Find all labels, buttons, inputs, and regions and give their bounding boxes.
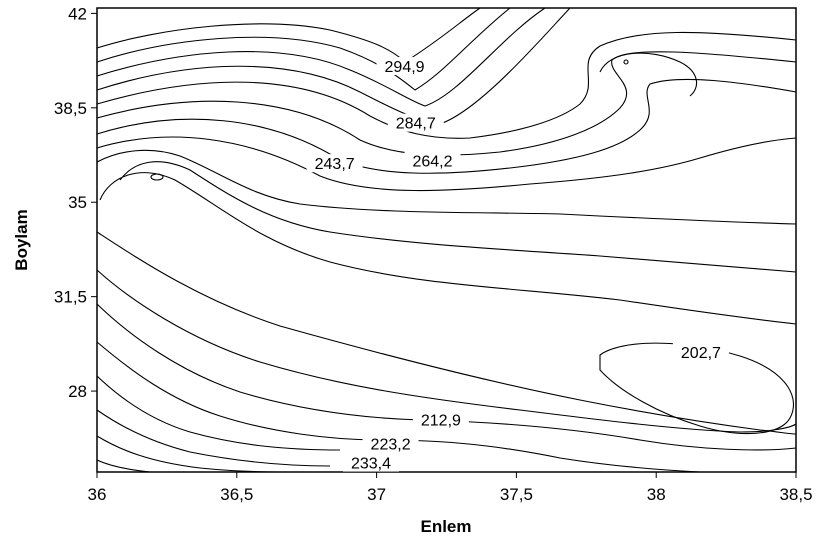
contour-label: 223,2 [371, 437, 411, 454]
contour-label: 233,4 [351, 456, 391, 473]
contour-label: 264,2 [412, 153, 452, 170]
contour-line [96, 375, 341, 451]
contour-label-bg [376, 57, 433, 76]
contour-loop [623, 59, 629, 65]
contour-label-bg [362, 434, 419, 453]
y-tick-label: 38,5 [54, 99, 87, 118]
contour-line [96, 409, 331, 467]
contour-label-bg [387, 113, 444, 132]
x-axis-title: Enlem [420, 517, 471, 536]
contour-label: 212,9 [421, 412, 461, 429]
contour-label: 284,7 [396, 116, 436, 133]
contour-line [96, 149, 797, 225]
contour-line [96, 31, 797, 139]
contour-line [96, 231, 797, 435]
x-tick-label: 38 [647, 485, 666, 504]
contour-line [96, 269, 797, 433]
contour-label-bg [343, 453, 400, 472]
contour-line [96, 435, 281, 473]
contour-label-bg [306, 154, 363, 173]
contour-line [96, 7, 546, 107]
contour-line [96, 78, 797, 174]
contour-label: 243,7 [315, 156, 355, 173]
y-tick-label: 28 [68, 382, 87, 401]
x-tick-label: 38,5 [779, 485, 812, 504]
contour-label: 202,7 [681, 345, 721, 362]
contour-label-bg [404, 151, 461, 170]
y-tick-label: 42 [68, 4, 87, 23]
contour-label: 294,9 [385, 59, 425, 76]
contour-line [96, 7, 481, 63]
x-tick-label: 36,5 [220, 485, 253, 504]
contour-line [96, 7, 511, 91]
y-tick-label: 31,5 [54, 288, 87, 307]
x-tick-label: 37 [367, 485, 386, 504]
contour-line [96, 7, 571, 125]
contour-line [96, 136, 797, 192]
plot-frame [96, 7, 797, 473]
contour-line [96, 459, 151, 473]
contour-label-bg [672, 343, 729, 361]
contour-line [99, 172, 797, 325]
contour-label-bg [412, 410, 469, 429]
x-tick-label: 36 [88, 485, 107, 504]
contour-lines [96, 7, 797, 473]
x-tick-label: 37,5 [500, 485, 533, 504]
y-axis-title: Boylam [12, 209, 31, 270]
contour-line [119, 161, 797, 273]
contour-line [599, 52, 698, 97]
y-tick-label: 35 [68, 193, 87, 212]
